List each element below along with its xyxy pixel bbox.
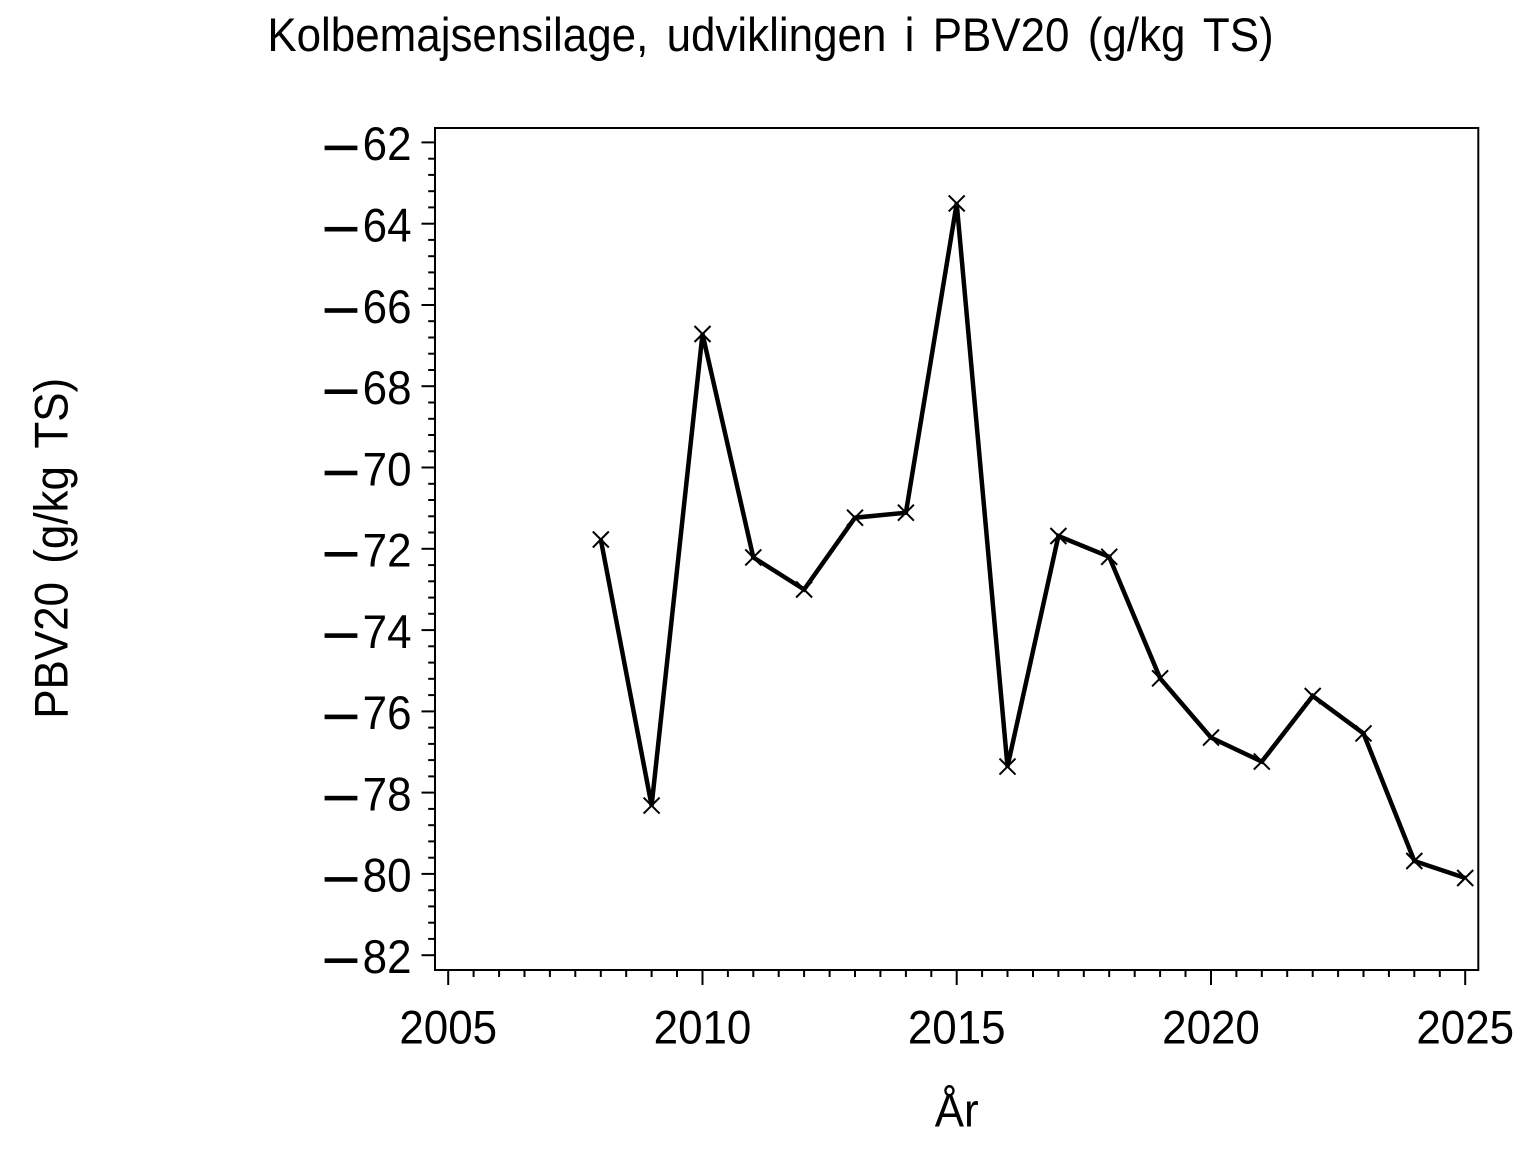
svg-text:74: 74 — [363, 606, 412, 659]
svg-text:2025: 2025 — [1416, 1001, 1514, 1054]
svg-text:64: 64 — [363, 199, 412, 252]
svg-text:2015: 2015 — [908, 1001, 1006, 1054]
svg-text:80: 80 — [363, 849, 412, 902]
svg-text:62: 62 — [363, 118, 412, 171]
svg-text:2005: 2005 — [399, 1001, 497, 1054]
svg-text:72: 72 — [363, 524, 412, 577]
svg-text:76: 76 — [363, 687, 412, 740]
svg-text:66: 66 — [363, 280, 412, 333]
svg-text:2020: 2020 — [1162, 1001, 1260, 1054]
svg-text:68: 68 — [363, 362, 412, 415]
svg-text:78: 78 — [363, 768, 412, 821]
svg-text:82: 82 — [363, 931, 412, 984]
svg-text:70: 70 — [363, 443, 412, 496]
svg-text:2010: 2010 — [654, 1001, 752, 1054]
svg-text:År: År — [935, 1084, 979, 1137]
svg-text:PBV20 (g/kg TS): PBV20 (g/kg TS) — [25, 378, 78, 719]
svg-text:Kolbemajsensilage, udviklingen: Kolbemajsensilage, udviklingen i PBV20 (… — [267, 9, 1273, 62]
